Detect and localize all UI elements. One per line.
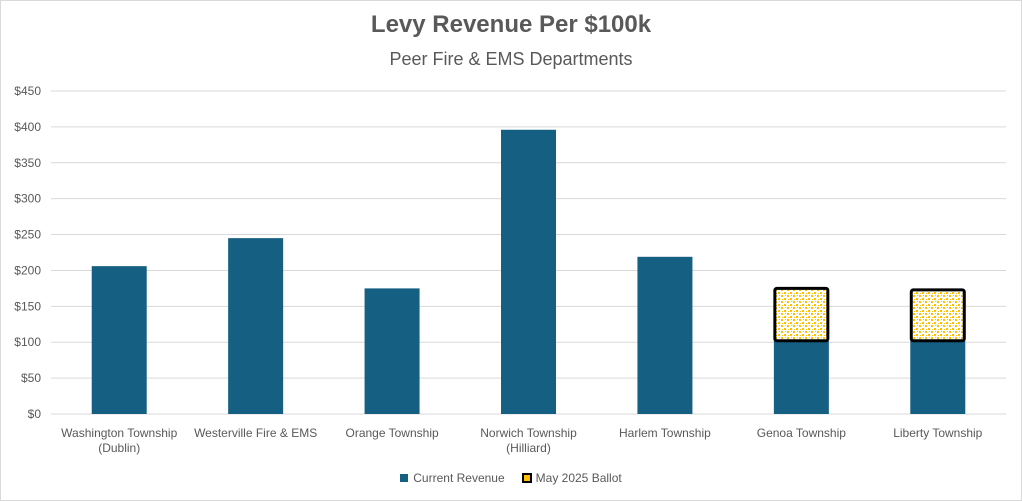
legend-swatch-ballot <box>521 473 532 483</box>
y-tick-label: $450 <box>14 84 41 98</box>
bar-current-revenue <box>91 266 147 414</box>
y-tick-label: $100 <box>14 335 41 349</box>
legend-item-current: Current Revenue <box>400 471 505 485</box>
x-category-label: Washington Township <box>61 426 177 440</box>
chart-title: Levy Revenue Per $100k <box>370 11 652 38</box>
bar-current-revenue <box>637 256 693 414</box>
x-category-label: Genoa Township <box>757 426 847 440</box>
legend-label: May 2025 Ballot <box>535 471 622 485</box>
x-category-label: (Dublin) <box>98 441 140 455</box>
y-tick-label: $300 <box>14 192 41 206</box>
bar-current-revenue <box>501 129 556 414</box>
x-category-label: Orange Township <box>345 426 438 440</box>
bar-current-revenue <box>228 238 284 414</box>
y-tick-label: $400 <box>14 120 41 134</box>
legend-item-ballot: May 2025 Ballot <box>521 471 622 485</box>
x-category-label: Norwich Township <box>480 426 577 440</box>
bar-current-revenue <box>364 288 420 414</box>
y-tick-label: $350 <box>14 156 41 170</box>
y-tick-label: $200 <box>14 263 41 277</box>
x-category-label: (Hilliard) <box>506 441 551 455</box>
chart-subtitle: Peer Fire & EMS Departments <box>389 49 633 69</box>
x-category-label: Harlem Township <box>619 426 711 440</box>
y-tick-label: $250 <box>14 228 41 242</box>
legend: Current Revenue May 2025 Ballot <box>1 471 1021 485</box>
legend-swatch-current <box>400 474 409 482</box>
bar-may-2025-ballot <box>773 286 830 343</box>
bar-current-revenue <box>910 340 966 414</box>
y-tick-label: $50 <box>21 371 41 385</box>
y-tick-label: $150 <box>14 299 41 313</box>
y-tick-label: $0 <box>28 407 42 421</box>
x-category-label: Westerville Fire & EMS <box>194 426 317 440</box>
x-category-label: Liberty Township <box>893 426 982 440</box>
bar-may-2025-ballot <box>909 288 966 343</box>
bar-current-revenue <box>773 340 829 414</box>
legend-label: Current Revenue <box>413 471 505 485</box>
